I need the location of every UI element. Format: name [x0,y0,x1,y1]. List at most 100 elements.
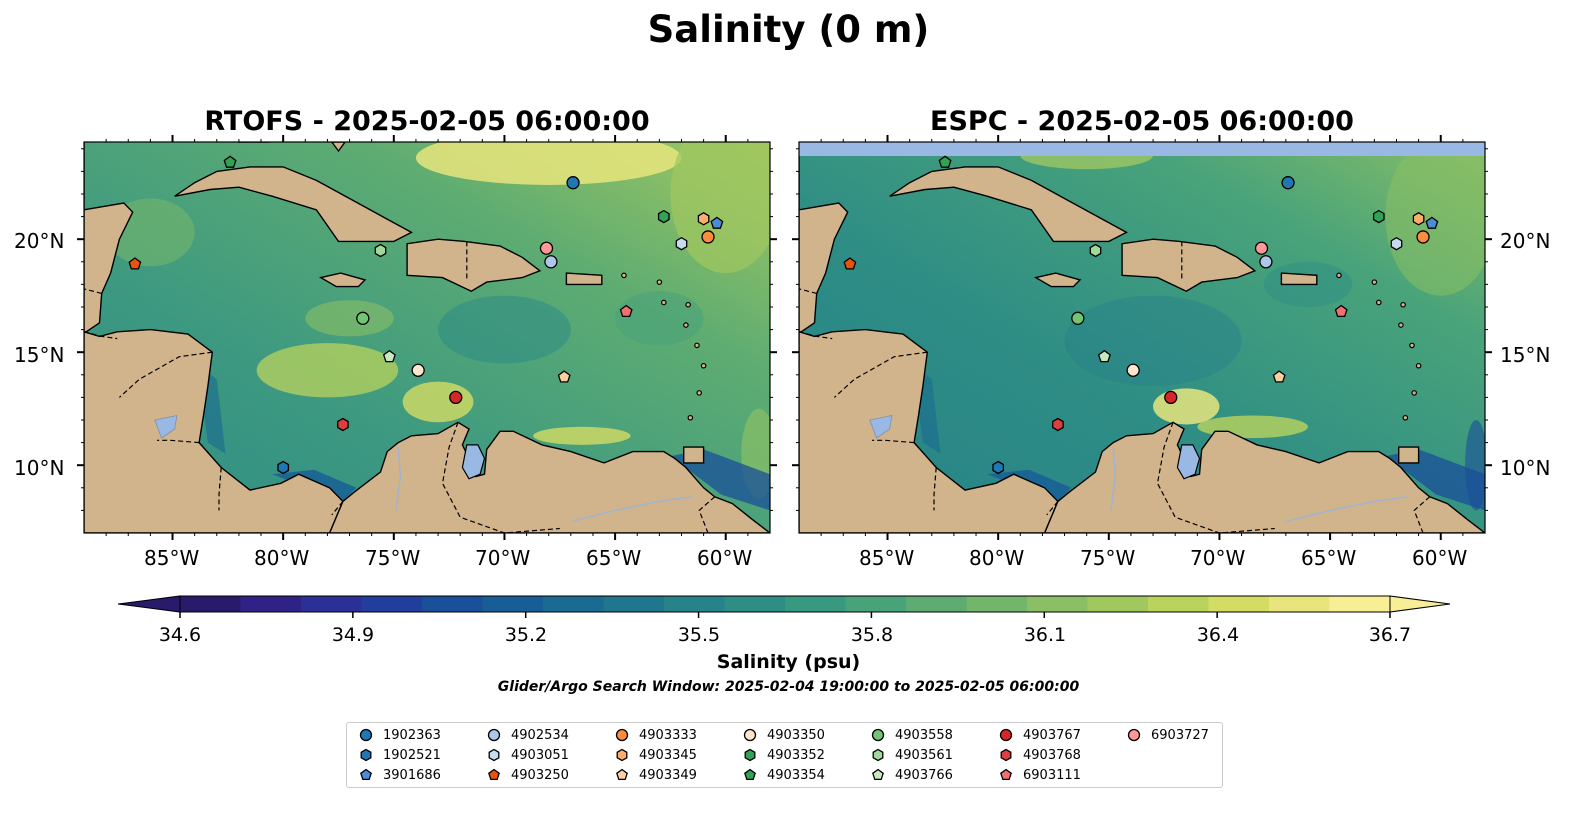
float-marker-1902363 [566,176,580,190]
island [696,390,702,396]
salinity-patch [615,291,704,346]
lat-tick-label: 20°N [14,229,65,253]
float-marker-3901686 [710,216,724,229]
legend-item-4903558: 4903558 [871,726,953,744]
float-marker-4903354 [938,155,952,168]
country-border [441,422,560,533]
salinity-patch [533,426,631,445]
map-frame [798,141,1486,534]
legend-label: 4903352 [767,747,825,763]
island [683,322,689,328]
country-border [799,331,833,340]
float-marker-4903558 [1071,311,1085,325]
country-border [1156,422,1275,533]
legend-item-4903766: 4903766 [871,766,953,784]
colorbar-extend-min [117,595,181,613]
country-border [157,439,200,444]
land-hispaniola [1121,238,1257,292]
float-marker-4903352 [657,209,670,224]
legend-item-6903727: 6903727 [1127,726,1209,744]
lon-tick-label: 60°W [697,546,753,570]
legend-marker-icon [487,728,501,742]
colorbar-segment [422,596,484,612]
figure-title: Salinity (0 m) [647,8,930,51]
colorbar-segment [1087,596,1149,612]
land-florida [237,142,271,143]
colorbar-segment [845,596,907,612]
legend-label: 4903558 [895,727,953,743]
map-frame [83,141,771,534]
land-puertorico [565,272,603,286]
lon-tick-label: 65°W [1301,546,1357,570]
island [621,272,627,279]
float-marker-4903561 [374,243,387,258]
legend-label: 4903561 [895,747,953,763]
float-marker-3901686 [1425,216,1439,229]
land-jamaica [318,272,367,288]
legend-label: 4903051 [511,747,569,763]
legend-item-4903345: 4903345 [615,746,697,764]
island [700,362,707,369]
colorbar-segment [1269,596,1331,612]
lon-tick-label: 70°W [1190,546,1246,570]
float-marker-4903354 [223,155,237,168]
float-marker-4903333 [1416,230,1430,244]
lat-tick-label: 10°N [14,456,65,480]
legend-marker-4903558 [871,728,885,742]
float-marker-4903561 [1089,243,1102,258]
colorbar-segment [180,596,242,612]
float-marker-4903349 [557,370,571,383]
colorbar-tick-label: 35.2 [504,624,548,646]
legend-label: 1902363 [383,727,441,743]
lon-tick-label: 75°W [1080,546,1136,570]
float-marker-1902521 [277,460,290,475]
country-border [872,439,915,444]
legend-label: 4902534 [511,727,569,743]
country-border [833,351,928,398]
colorbar-label: Salinity (psu) [716,651,861,673]
island [687,414,694,421]
colorbar-segment [240,596,302,612]
legend-marker-icon [360,748,372,762]
lon-tick-label: 70°W [475,546,531,570]
legend-item-4903767: 4903767 [999,726,1081,744]
legend-item-4903051: 4903051 [487,746,569,764]
legend-marker-icon [1127,728,1141,742]
country-border [1046,501,1059,516]
country-border [118,351,213,398]
legend-marker-4903350 [743,728,757,742]
salinity-patch [256,343,399,398]
legend-item-4903768: 4903768 [999,746,1081,764]
country-border [933,467,937,511]
legend-marker-4902534 [487,728,501,742]
lon-tick-label: 80°W [254,546,310,570]
legend-marker-4903354 [744,768,756,781]
island [1375,299,1382,306]
land-trinidad [1397,446,1420,464]
salinity-patch [402,381,474,423]
legend-item-1902363: 1902363 [359,726,441,744]
lake-maracaibo [1176,444,1201,480]
legend: 1902363 1902521 3901686 4902534 4903051 49032… [346,722,1223,788]
float-marker-1902521 [992,460,1005,475]
island [1400,301,1406,308]
lon-tick-label: 80°W [969,546,1025,570]
legend-marker-icon [359,728,373,742]
legend-label: 4903250 [511,767,569,783]
river [395,447,402,511]
lat-tick-label: 10°N [1500,456,1551,480]
colorbar-tick-label: 34.6 [158,624,202,646]
legend-marker-4903349 [616,768,628,781]
colorbar-segment [301,596,363,612]
colorbar-segment [543,596,605,612]
colorbar-segment [664,596,726,612]
island [1415,362,1422,369]
island [656,279,663,285]
island [1402,414,1409,421]
legend-marker-6903727 [1127,728,1141,742]
legend-marker-icon [616,748,628,762]
float-marker-6903111 [1334,304,1348,318]
lat-tick-label: 15°N [1500,343,1551,367]
legend-item-4903250: 4903250 [487,766,569,784]
